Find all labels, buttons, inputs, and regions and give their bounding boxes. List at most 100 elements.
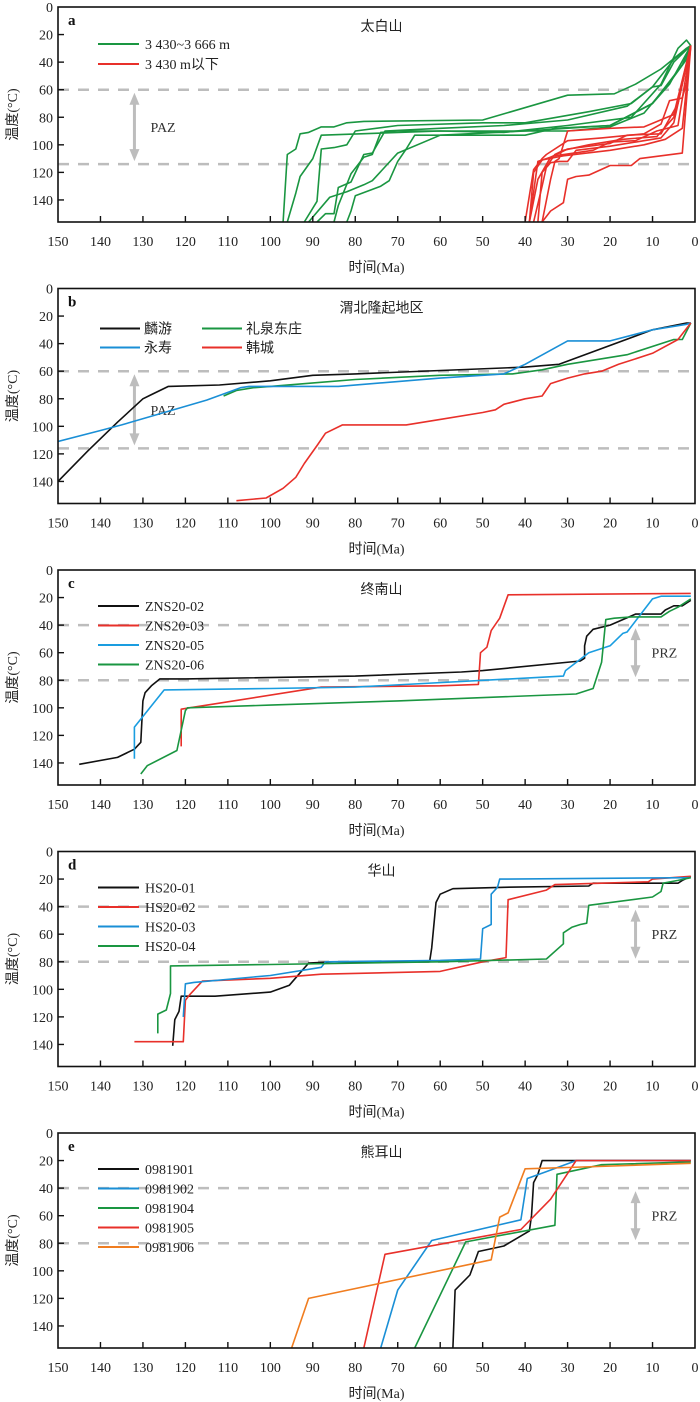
x-tick-label: 120 — [175, 517, 196, 532]
y-tick-label: 100 — [32, 139, 53, 154]
series-line-4 — [157, 876, 691, 1034]
zone-label: PAZ — [150, 404, 175, 419]
zone-arrow-down-icon — [630, 946, 641, 959]
y-tick-label: 80 — [39, 111, 53, 126]
series-line-1 — [79, 599, 692, 766]
legend-label: 礼泉东庄 — [246, 321, 302, 338]
x-tick-label: 50 — [476, 798, 490, 813]
x-tick-label: 10 — [646, 1080, 660, 1095]
x-tick-label: 140 — [90, 517, 111, 532]
x-tick-label: 30 — [561, 1080, 575, 1095]
x-tick-label: 80 — [348, 798, 362, 813]
panel-title: 熊耳山 — [361, 1145, 403, 1161]
x-tick-label: 90 — [306, 1361, 320, 1376]
y-axis-title: 温度(°C) — [5, 651, 21, 704]
y-tick-label: 140 — [32, 1320, 53, 1335]
panel-letter: d — [68, 858, 77, 874]
x-tick-label: 60 — [433, 235, 447, 250]
x-tick-label: 80 — [348, 517, 362, 532]
y-tick-label: 20 — [39, 592, 53, 607]
x-tick-label: 150 — [48, 517, 69, 532]
series-line-9 — [524, 45, 692, 222]
x-tick-label: 60 — [433, 1361, 447, 1376]
legend-label: 3 430~3 666 m — [145, 38, 230, 53]
x-tick-label: 100 — [260, 1361, 281, 1376]
x-tick-label: 0 — [692, 517, 699, 532]
series-line-11 — [532, 45, 692, 222]
x-tick-label: 150 — [48, 235, 69, 250]
zone-label: PAZ — [150, 121, 175, 136]
y-tick-label: 40 — [39, 619, 53, 634]
y-tick-label: 0 — [46, 1, 53, 16]
x-tick-label: 60 — [433, 517, 447, 532]
series-line-13 — [541, 45, 692, 222]
x-tick-label: 50 — [476, 1361, 490, 1376]
series-line-1 — [282, 44, 692, 222]
x-tick-label: 80 — [348, 1080, 362, 1095]
panel-letter: b — [68, 295, 76, 311]
y-tick-label: 120 — [32, 1292, 53, 1307]
series-line-2 — [134, 875, 691, 1043]
legend-label: ZNS20-06 — [145, 659, 204, 674]
series-group — [282, 39, 692, 222]
x-tick-label: 140 — [90, 235, 111, 250]
series-line-1 — [452, 1159, 691, 1348]
x-tick-label: 130 — [132, 1080, 153, 1095]
x-tick-label: 90 — [306, 1080, 320, 1095]
plot-frame — [57, 6, 696, 223]
y-axis-title: 温度(°C) — [5, 933, 21, 986]
x-tick-label: 10 — [646, 798, 660, 813]
zone-arrow-up-icon — [630, 1191, 641, 1204]
y-tick-label: 140 — [32, 194, 53, 209]
panel-letter: c — [68, 576, 75, 592]
panel-title: 太白山 — [361, 19, 403, 35]
y-tick-label: 100 — [32, 983, 53, 998]
y-tick-label: 0 — [46, 1127, 53, 1142]
x-tick-label: 50 — [476, 1080, 490, 1095]
series-line-1 — [58, 322, 691, 482]
x-axis-title: 时间(Ma) — [349, 542, 405, 558]
x-tick-label: 10 — [646, 517, 660, 532]
x-tick-label: 30 — [561, 798, 575, 813]
y-tick-label: 60 — [39, 1210, 53, 1225]
y-tick-label: 20 — [39, 873, 53, 888]
legend-label: HS20-03 — [145, 921, 196, 936]
y-tick-label: 140 — [32, 475, 53, 490]
x-tick-label: 110 — [218, 1361, 238, 1376]
y-axis-title: 温度(°C) — [5, 1214, 21, 1267]
series-line-7 — [286, 39, 692, 222]
panel-title: 渭北隆起地区 — [340, 301, 424, 317]
series-line-12 — [537, 45, 692, 222]
series-line-3 — [413, 1161, 691, 1348]
y-tick-label: 80 — [39, 956, 53, 971]
y-tick-label: 100 — [32, 702, 53, 717]
x-tick-label: 150 — [48, 798, 69, 813]
y-tick-label: 0 — [46, 846, 53, 861]
zone-arrow-down-icon — [129, 149, 140, 162]
x-tick-label: 20 — [603, 798, 617, 813]
series-line-10 — [528, 45, 692, 222]
series-line-5 — [236, 322, 692, 502]
x-axis-title: 时间(Ma) — [349, 823, 405, 839]
series-line-5 — [290, 1162, 691, 1348]
legend-label: 0981902 — [145, 1183, 194, 1198]
zone-arrow-up-icon — [129, 374, 140, 387]
series-line-15 — [528, 45, 692, 222]
y-tick-label: 40 — [39, 338, 53, 353]
x-tick-label: 20 — [603, 517, 617, 532]
y-tick-label: 40 — [39, 901, 53, 916]
y-axis-title: 温度(°C) — [5, 88, 21, 141]
y-tick-label: 60 — [39, 84, 53, 99]
plot-frame — [57, 850, 696, 1068]
zone-arrow-down-icon — [630, 1228, 641, 1241]
zone-label: PRZ — [652, 647, 678, 662]
zone-arrow-up-icon — [630, 628, 641, 641]
legend-label: 0981901 — [145, 1163, 194, 1178]
series-line-4 — [363, 1159, 691, 1348]
zone-arrow-up-icon — [129, 92, 140, 105]
y-tick-label: 80 — [39, 1237, 53, 1252]
